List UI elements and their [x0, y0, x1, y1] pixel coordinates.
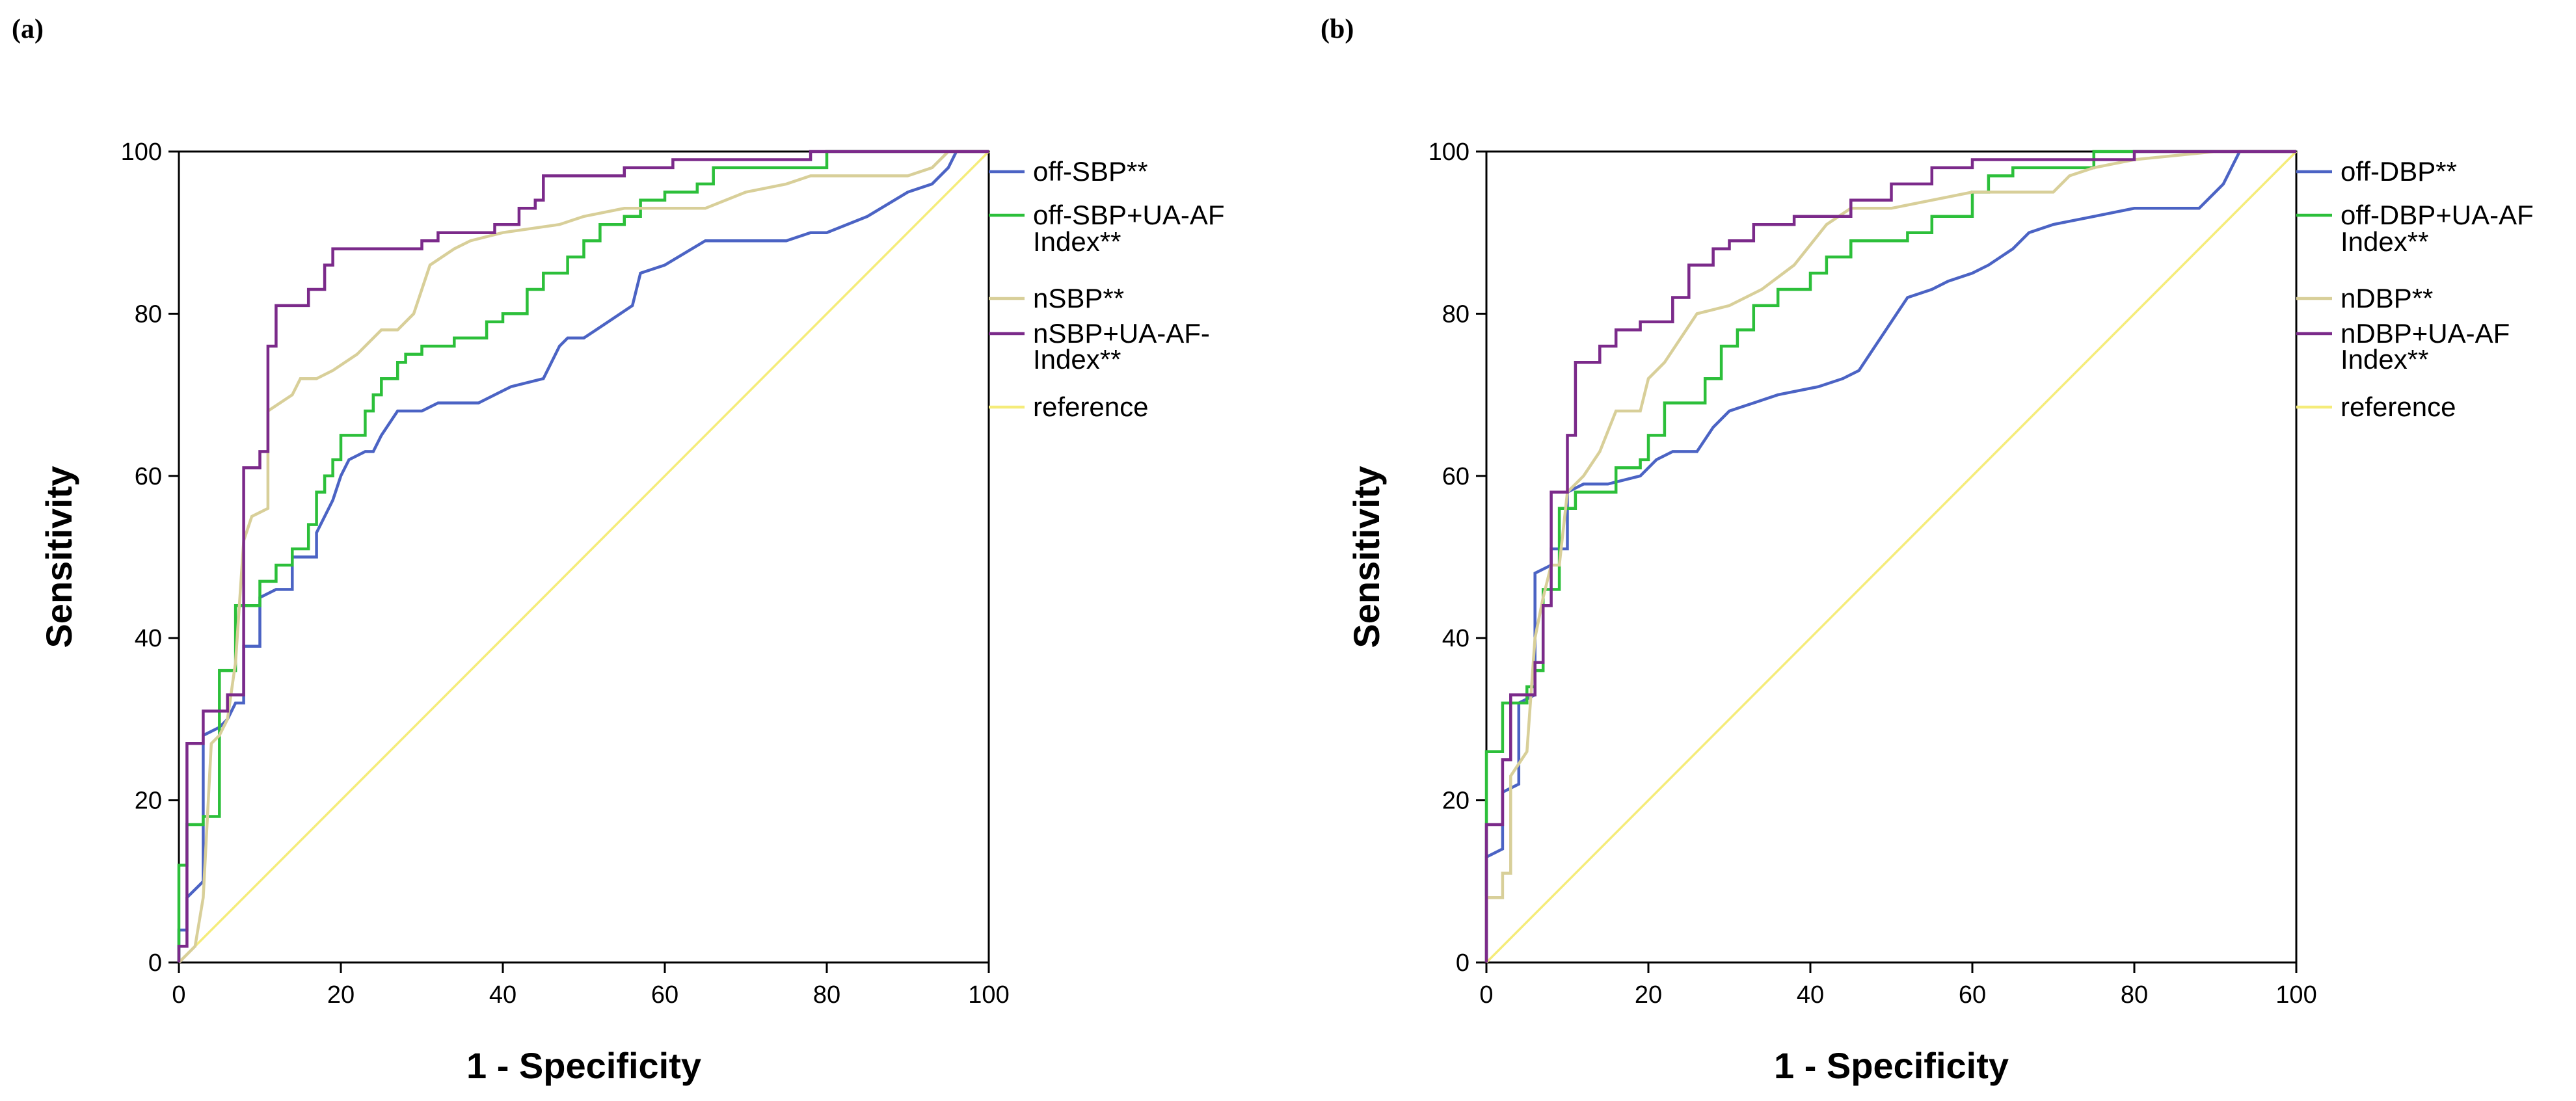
panel-b-legend-label-ndbp-ua-af-index: nDBP+UA-AF: [2341, 318, 2510, 349]
panel-b-y-tick-label: 60: [1442, 463, 1469, 490]
panel-a-y-axis-title: Sensitivity: [38, 466, 79, 648]
panel-a-legend-label-reference: reference: [1033, 391, 1148, 422]
panel-b-series-line-ndbp: [1484, 150, 2296, 962]
panel-b-legend-label-ndbp: nDBP**: [2341, 283, 2433, 313]
panel-b-x-tick-label: 40: [1797, 981, 1824, 1009]
panel-a-x-tick-label: 20: [327, 981, 355, 1009]
panel-b-legend-label-off-dbp-ua-af-index: off-DBP+UA-AF: [2341, 200, 2534, 230]
panel-a-x-axis-title: 1 - Specificity: [466, 1045, 701, 1086]
panel-b-y-tick-label: 0: [1456, 949, 1469, 977]
panel-a-y-tick-label: 80: [135, 300, 162, 328]
panel-a-plot-frame: [178, 150, 990, 964]
panel-b-plot-frame: [1485, 150, 2298, 964]
panel-b-series-line-ndbp-ua-af-index: [1484, 150, 2296, 962]
panel-a-y-tick-label: 0: [148, 949, 162, 977]
panel-b-legend-label-ndbp-ua-af-index: Index**: [2341, 344, 2428, 375]
panel-b-legend-label-reference: reference: [2341, 391, 2456, 422]
panel-a-legend-label-off-sbp-ua-af-index: Index**: [1033, 226, 1121, 257]
panel-a-x-tick-label: 40: [489, 981, 517, 1009]
panel-a-legend-label-nsbp-ua-af-index: Index**: [1033, 344, 1121, 375]
panel-a-legend-label-nsbp: nSBP**: [1033, 283, 1124, 313]
panel-a-legend-label-off-sbp-ua-af-index: off-SBP+UA-AF: [1033, 200, 1225, 230]
panel-a-x-tick-label: 0: [172, 981, 185, 1009]
panel-b-y-tick-label: 80: [1442, 300, 1469, 328]
panel-a-x-tick-label: 60: [651, 981, 678, 1009]
panel-b-label: (b): [1321, 14, 1354, 44]
panel-b-series-line-reference: [1485, 150, 2298, 964]
panel-a-series-line-nsbp-ua-af-index: [177, 150, 989, 962]
panel-a-legend-label-off-sbp: off-SBP**: [1033, 156, 1148, 187]
panel-a-x-tick-label: 80: [813, 981, 840, 1009]
panel-b-x-tick-label: 20: [1635, 981, 1662, 1009]
panel-b-y-tick-label: 100: [1429, 139, 1469, 166]
panel-a-label: (a): [12, 14, 44, 44]
panel-a-series-line-off-sbp: [177, 150, 989, 962]
panel-b-x-tick-label: 80: [2121, 981, 2148, 1009]
panel-a-legend-label-nsbp-ua-af-index: nSBP+UA-AF-: [1033, 318, 1210, 349]
panel-b-x-tick-label: 100: [2275, 981, 2316, 1009]
panel-a-y-tick-label: 40: [135, 625, 162, 652]
panel-b-legend-label-off-dbp: off-DBP**: [2341, 156, 2457, 187]
panel-b-series-line-off-dbp: [1484, 150, 2296, 962]
panel-a-y-tick-label: 100: [121, 139, 162, 166]
panel-b-legend-label-off-dbp-ua-af-index: Index**: [2341, 226, 2428, 257]
panel-b-y-tick-label: 40: [1442, 625, 1469, 652]
panel-a-series-line-off-sbp-ua-af-index: [177, 150, 989, 962]
panel-b-y-axis-title: Sensitivity: [1346, 466, 1387, 648]
panel-b-y-tick-label: 20: [1442, 788, 1469, 815]
panel-a-series-line-reference: [178, 150, 990, 964]
panel-b-x-axis-title: 1 - Specificity: [1774, 1045, 2009, 1086]
panel-a-y-tick-label: 20: [135, 788, 162, 815]
panel-b-x-tick-label: 0: [1479, 981, 1493, 1009]
panel-b-x-tick-label: 60: [1959, 981, 1986, 1009]
panel-a-series-line-nsbp: [178, 150, 989, 964]
panel-a-y-tick-label: 60: [135, 463, 162, 490]
panel-a-x-tick-label: 100: [968, 981, 1009, 1009]
